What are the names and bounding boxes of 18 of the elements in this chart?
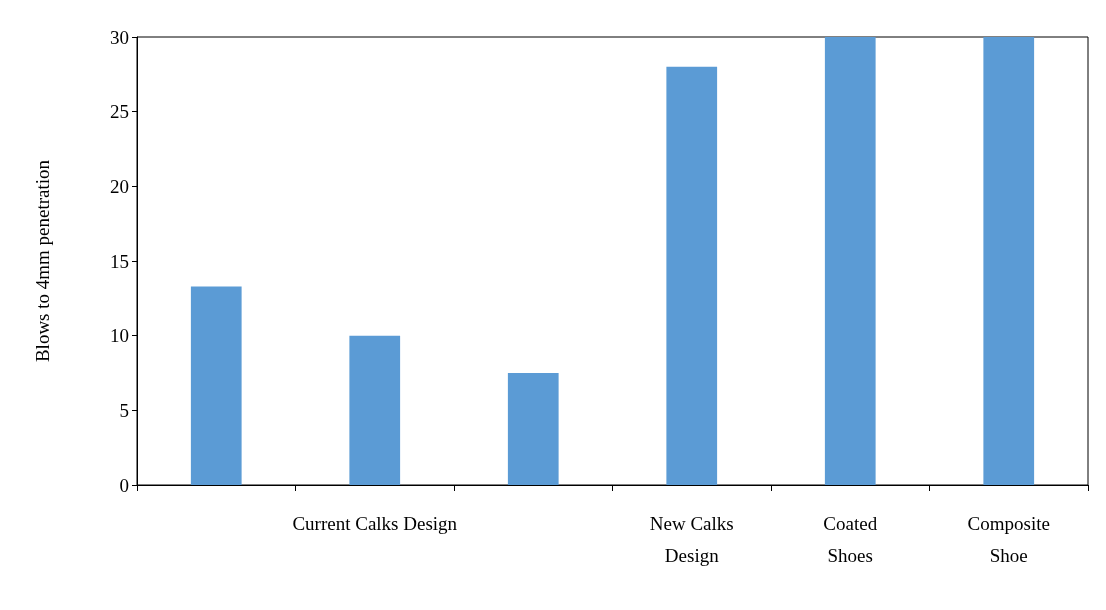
y-tick-label: 10 xyxy=(110,325,129,347)
x-tick-label: New Calks Design xyxy=(649,512,734,566)
bar xyxy=(983,37,1035,485)
y-tick-label: 5 xyxy=(119,399,129,421)
y-tick-label: 15 xyxy=(110,250,129,272)
bar xyxy=(190,286,242,485)
y-tick-label: 20 xyxy=(110,175,129,197)
y-tick-label: 30 xyxy=(110,26,129,48)
x-tick-label: Coated Shoes xyxy=(823,512,878,566)
y-axis-title: Blows to 4mm penetration xyxy=(32,159,53,363)
bar xyxy=(349,335,401,485)
bar xyxy=(666,66,718,485)
y-tick-label: 0 xyxy=(119,474,129,496)
bar xyxy=(507,373,559,485)
x-tick-label: Composite Shoe xyxy=(967,512,1050,566)
y-tick-label: 25 xyxy=(110,101,129,123)
bar xyxy=(824,37,876,485)
x-tick-label: Current Calks Design xyxy=(292,512,458,534)
